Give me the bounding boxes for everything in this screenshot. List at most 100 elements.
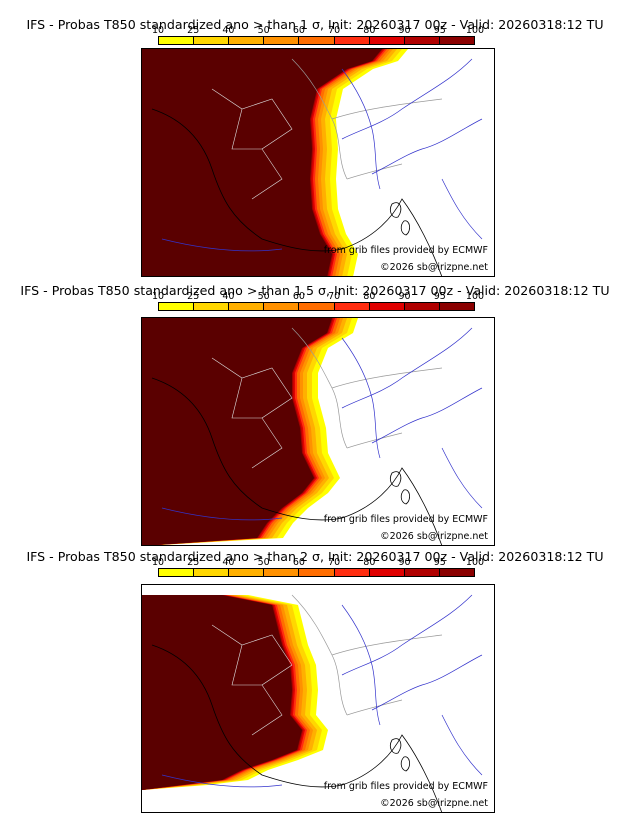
legend-bar: [158, 36, 475, 45]
probability-band: [142, 318, 332, 545]
source-credit: from grib files provided by ECMWF: [323, 781, 488, 792]
river: [341, 337, 381, 459]
panel-title: IFS - Probas T850 standardized ano > tha…: [20, 283, 610, 298]
river: [341, 327, 473, 409]
legend-tick-label: 25: [187, 557, 200, 568]
regional-border: [211, 624, 293, 736]
map-graphic: [142, 49, 483, 276]
legend-swatch: [299, 569, 335, 576]
legend-tick-label: 95: [433, 25, 446, 36]
legend-swatch: [159, 569, 195, 576]
legend-tick-label: 70: [328, 25, 341, 36]
legend-tick-label: 95: [433, 291, 446, 302]
panel-title: IFS - Probas T850 standardized ano > tha…: [26, 549, 604, 564]
legend-tick-label: 60: [292, 25, 305, 36]
probability-band: [142, 595, 302, 790]
coastline: [151, 377, 443, 545]
legend-swatch: [229, 37, 265, 44]
legend-tick-label: 80: [363, 25, 376, 36]
regional-border: [211, 357, 293, 469]
probability-map: from grib files provided by ECMWF ©2026 …: [141, 584, 495, 813]
panel-title: IFS - Probas T850 standardized ano > tha…: [26, 17, 604, 32]
probability-map: from grib files provided by ECMWF ©2026 …: [141, 48, 495, 277]
legend-bar: [158, 568, 475, 577]
source-credit: from grib files provided by ECMWF: [323, 245, 488, 256]
legend-swatch: [194, 569, 230, 576]
legend-tick-label: 25: [187, 291, 200, 302]
legend-swatch: [229, 569, 265, 576]
legend-tick-label: 80: [363, 557, 376, 568]
national-border: [291, 594, 443, 716]
legend-swatch: [439, 303, 474, 310]
legend-tick-label: 50: [257, 25, 270, 36]
legend-swatch: [264, 37, 300, 44]
legend-tick-label: 10: [151, 291, 165, 302]
legend-swatch: [159, 37, 195, 44]
probability-map: from grib files provided by ECMWF ©2026 …: [141, 317, 495, 546]
legend-tick-label: 40: [222, 25, 235, 36]
island-outline: [390, 202, 410, 236]
legend-tick-label: 40: [222, 291, 235, 302]
river: [371, 118, 483, 175]
legend-swatch: [299, 37, 335, 44]
legend-tick-label: 10: [151, 557, 165, 568]
legend-tick-label: 25: [187, 25, 200, 36]
national-border: [291, 327, 443, 449]
legend-tick-label: 90: [398, 291, 411, 302]
panel-1sigma: IFS - Probas T850 standardized ano > tha…: [0, 0, 630, 278]
river: [161, 238, 283, 252]
legend-tick-label: 90: [398, 25, 411, 36]
legend-swatch: [404, 569, 440, 576]
legend-swatch: [194, 37, 230, 44]
legend-ticks: 10 25 40 50 60 70 80 90 95 100: [152, 291, 484, 302]
legend-tick-label: 80: [363, 291, 376, 302]
legend-swatch: [159, 303, 195, 310]
legend-swatch: [264, 569, 300, 576]
river: [341, 604, 381, 726]
regional-border: [211, 88, 293, 200]
legend-swatch: [369, 303, 405, 310]
coastline: [151, 108, 443, 276]
source-credit: from grib files provided by ECMWF: [323, 514, 488, 525]
legend-swatch: [194, 303, 230, 310]
river: [161, 507, 283, 521]
legend-tick-label: 70: [328, 557, 341, 568]
legend-tick-label: 100: [465, 25, 485, 36]
legend-ticks: 10 25 40 50 60 70 80 90 95 100: [152, 557, 484, 568]
legend-swatch: [334, 37, 370, 44]
probability-band: [142, 49, 382, 276]
copyright-credit: ©2026 sb@irizpne.net: [380, 262, 488, 273]
legend-swatch: [404, 37, 440, 44]
river: [371, 387, 483, 444]
legend-swatch: [334, 569, 370, 576]
legend-tick-label: 95: [433, 557, 446, 568]
coastline: [151, 644, 443, 812]
legend-swatch: [264, 303, 300, 310]
panel-2sigma: IFS - Probas T850 standardized ano > tha…: [0, 546, 630, 828]
legend-tick-label: 60: [292, 291, 305, 302]
river: [161, 774, 283, 788]
legend-tick-label: 50: [257, 291, 270, 302]
legend-tick-label: 70: [328, 291, 341, 302]
legend-tick-label: 40: [222, 557, 235, 568]
legend-tick-label: 90: [398, 557, 411, 568]
legend-swatch: [369, 569, 405, 576]
island-outline: [390, 738, 410, 772]
river: [441, 178, 483, 240]
legend-tick-label: 100: [465, 557, 485, 568]
river: [441, 447, 483, 509]
copyright-credit: ©2026 sb@irizpne.net: [380, 531, 488, 542]
map-graphic: [142, 318, 483, 545]
river: [371, 654, 483, 711]
island-outline: [390, 471, 410, 505]
legend-bar: [158, 302, 475, 311]
legend-tick-label: 60: [292, 557, 305, 568]
map-graphic: [142, 594, 483, 812]
river: [341, 594, 473, 676]
legend-swatch: [229, 303, 265, 310]
river: [441, 714, 483, 776]
legend-swatch: [404, 303, 440, 310]
copyright-credit: ©2026 sb@irizpne.net: [380, 798, 488, 809]
river: [341, 58, 473, 140]
panel-1-5sigma: IFS - Probas T850 standardized ano > tha…: [0, 278, 630, 546]
